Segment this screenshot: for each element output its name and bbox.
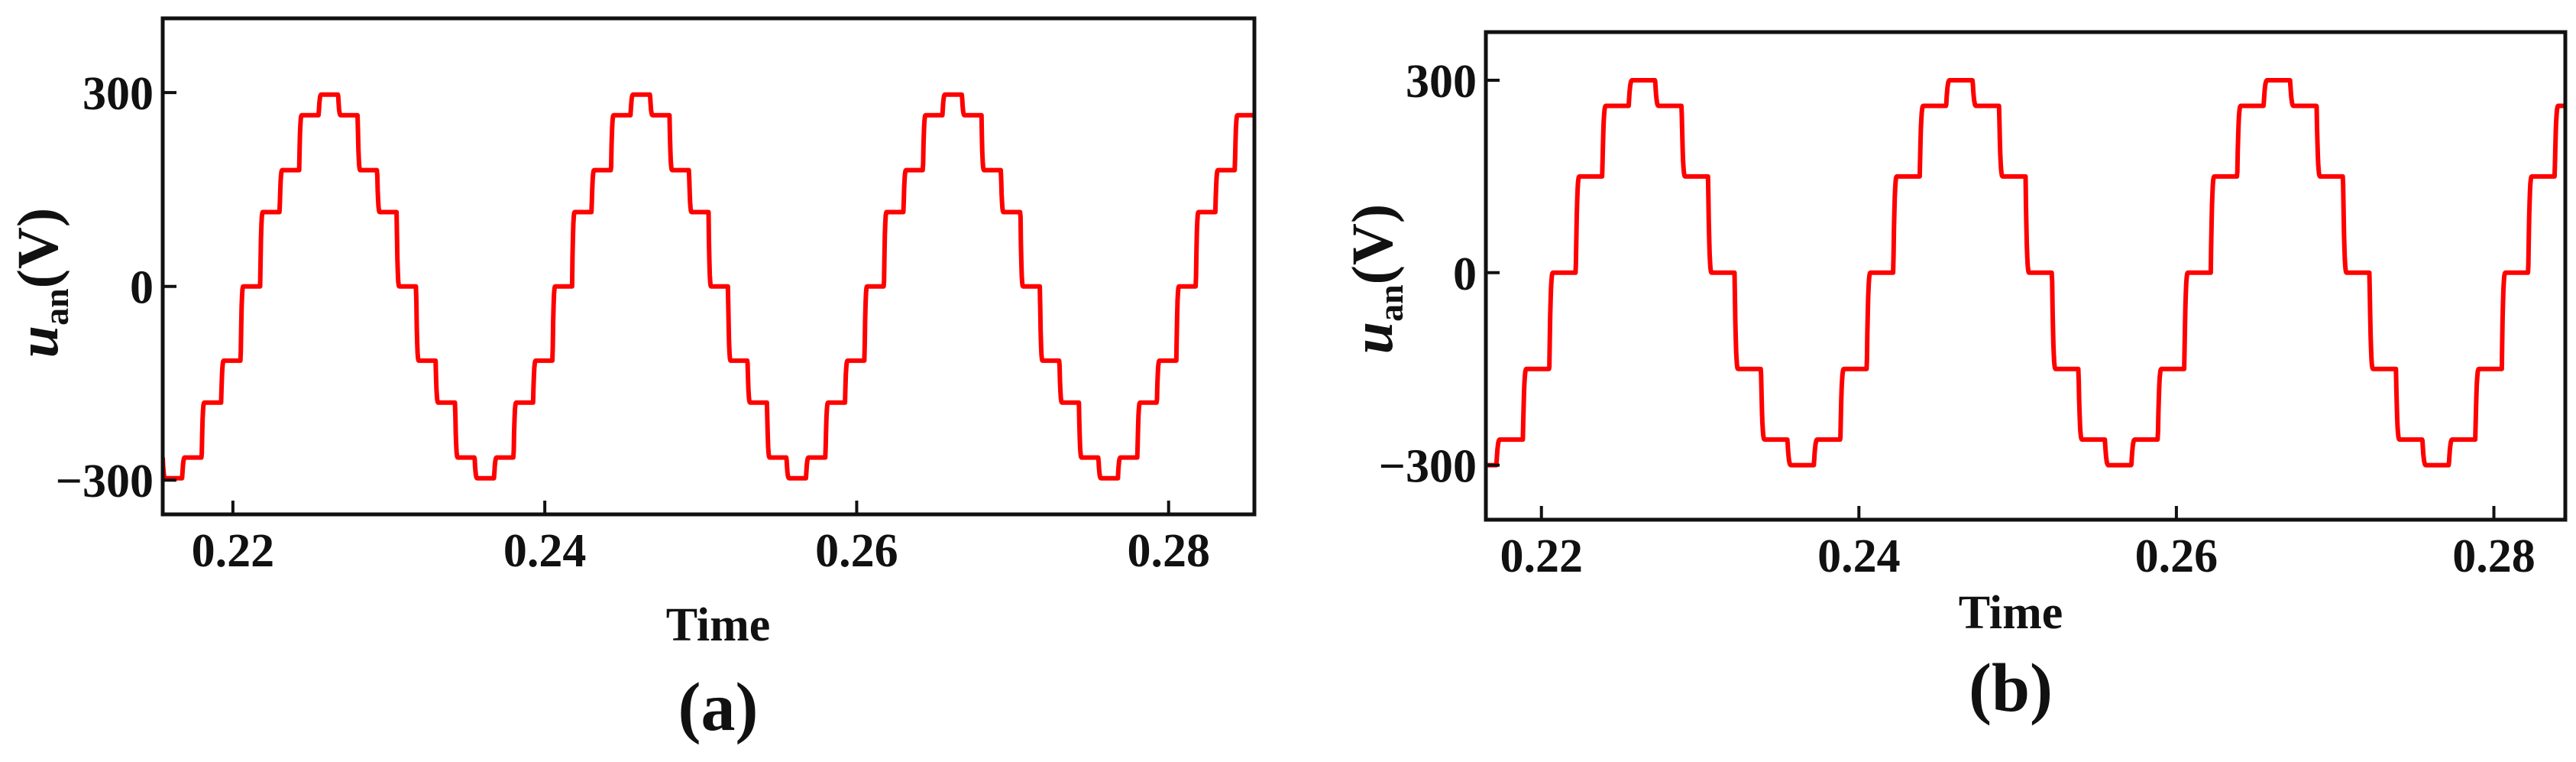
plot-frame-a xyxy=(160,16,1257,517)
x-axis-label-b: Time xyxy=(1959,587,2063,639)
y-axis-label-b: uan(V) xyxy=(1341,204,1410,354)
y-axis-label-subscript-b: an xyxy=(1371,284,1410,322)
y-axis-label-subscript-a: an xyxy=(37,288,76,326)
y-tick-label-a: 0 xyxy=(130,262,154,314)
x-tick-label-b: 0.28 xyxy=(2452,530,2536,582)
series-line-a xyxy=(163,92,1254,481)
chart-panel-b: uan(V) Time (b) 0.22 0.24 0.26 0.28 300 0 −300 xyxy=(1341,30,2568,726)
x-axis-label-a: Time xyxy=(666,599,771,651)
panel-label-a: (a) xyxy=(678,670,759,745)
plot-frame-b xyxy=(1484,30,2568,522)
y-tick-label-b: 300 xyxy=(1406,56,1477,108)
y-axis-label-base-a: u xyxy=(6,326,70,358)
y-tick-label-a: −300 xyxy=(56,456,154,507)
x-tick-label-a: 0.28 xyxy=(1127,525,1210,577)
x-tick-label-b: 0.22 xyxy=(1500,530,1583,582)
panel-label-b: (b) xyxy=(1969,650,2053,726)
chart-panel-a: uan(V) Time (a) 0.22 0.24 0.26 0.28 300 0 −300 xyxy=(6,16,1257,745)
y-axis-label-unit-a: (V) xyxy=(6,208,70,289)
y-axis-label-base-b: u xyxy=(1341,322,1405,354)
y-tick-label-b: −300 xyxy=(1379,441,1477,493)
x-tick-label-a: 0.24 xyxy=(503,525,587,577)
x-tick-label-b: 0.24 xyxy=(1817,530,1901,582)
y-axis-label-a: uan(V) xyxy=(6,208,76,358)
y-axis-label-unit-b: (V) xyxy=(1341,204,1405,285)
series-line-b xyxy=(1486,78,2565,468)
x-tick-label-a: 0.22 xyxy=(192,525,275,577)
y-tick-label-b: 0 xyxy=(1453,248,1477,300)
y-tick-label-a: 300 xyxy=(83,68,154,120)
x-tick-label-b: 0.26 xyxy=(2135,530,2218,582)
x-tick-label-a: 0.26 xyxy=(815,525,898,577)
